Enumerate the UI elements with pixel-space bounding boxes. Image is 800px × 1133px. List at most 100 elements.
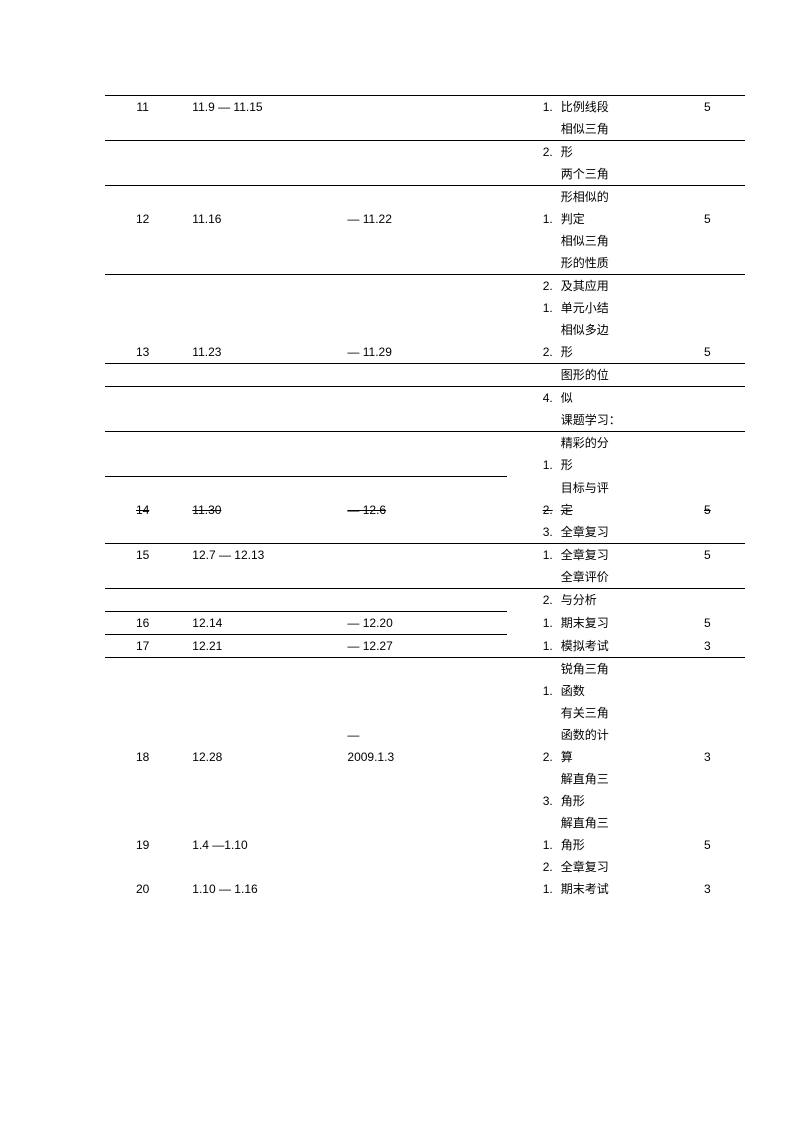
date-end: — 12.6 [343, 499, 506, 521]
date-end [343, 680, 506, 702]
item-content: 课题学习： [557, 409, 670, 431]
date-end [343, 432, 506, 454]
date-start: 12.28 [180, 746, 343, 768]
date-start: 12.21 [180, 635, 343, 657]
week-number [105, 812, 180, 834]
item-content: 判定 [557, 208, 670, 230]
item-content: 单元小结 [557, 297, 670, 319]
date-start: 1.10 — 1.16 [180, 878, 343, 900]
item-index [507, 319, 557, 341]
item-index [507, 364, 557, 386]
item-index: 3. [507, 521, 557, 543]
item-content: 全章复习 [557, 521, 670, 543]
date-start [180, 856, 343, 878]
week-number [105, 454, 180, 476]
item-content: 与分析 [557, 589, 670, 611]
schedule-table: 1111.9 — 11.151.比例线段5相似三角2.形两个三角形相似的1211… [105, 95, 745, 900]
date-end [343, 275, 506, 297]
date-start [180, 387, 343, 409]
week-number [105, 790, 180, 812]
date-start [180, 790, 343, 812]
date-start [180, 768, 343, 790]
hours [670, 521, 745, 543]
item-content: 比例线段 [557, 96, 670, 118]
date-end: — 11.22 [343, 208, 506, 230]
date-end [343, 566, 506, 588]
item-index: 1. [507, 544, 557, 566]
week-number [105, 319, 180, 341]
hours [670, 589, 745, 611]
week-number [105, 589, 180, 611]
week-number: 14 [105, 499, 180, 521]
week-number [105, 230, 180, 252]
week-number: 12 [105, 208, 180, 230]
hours [670, 364, 745, 386]
hours: 5 [670, 499, 745, 521]
item-index [507, 658, 557, 680]
date-start [180, 566, 343, 588]
date-end [343, 141, 506, 163]
date-end [343, 252, 506, 274]
date-end [343, 96, 506, 118]
week-number [105, 680, 180, 702]
date-start: 12.7 — 12.13 [180, 544, 343, 566]
hours: 5 [670, 96, 745, 118]
date-end [343, 454, 506, 476]
item-content: 图形的位 [557, 364, 670, 386]
date-end [343, 230, 506, 252]
date-start: 11.9 — 11.15 [180, 96, 343, 118]
item-content: 形 [557, 454, 670, 476]
item-index: 2. [507, 275, 557, 297]
item-index [507, 409, 557, 431]
week-number [105, 477, 180, 499]
item-index: 1. [507, 297, 557, 319]
week-number: 20 [105, 878, 180, 900]
week-number [105, 387, 180, 409]
item-content: 全章复习 [557, 544, 670, 566]
item-content: 形 [557, 141, 670, 163]
week-number: 18 [105, 746, 180, 768]
week-number [105, 702, 180, 724]
item-index [507, 724, 557, 746]
date-start [180, 432, 343, 454]
item-index: 2. [507, 746, 557, 768]
week-number: 15 [105, 544, 180, 566]
item-content: 函数的计 [557, 724, 670, 746]
item-index: 4. [507, 387, 557, 409]
date-start [180, 521, 343, 543]
item-content: 形的性质 [557, 252, 670, 274]
date-end: — 11.29 [343, 341, 506, 363]
date-start: 12.14 [180, 612, 343, 634]
hours [670, 387, 745, 409]
week-number [105, 432, 180, 454]
hours [670, 790, 745, 812]
item-content: 及其应用 [557, 275, 670, 297]
week-number: 19 [105, 834, 180, 856]
item-index: 3. [507, 790, 557, 812]
week-number: 11 [105, 96, 180, 118]
date-start [180, 118, 343, 140]
week-number [105, 118, 180, 140]
date-start [180, 658, 343, 680]
date-end [343, 118, 506, 140]
date-end [343, 186, 506, 208]
item-index [507, 163, 557, 185]
date-end [343, 812, 506, 834]
item-content: 解直角三 [557, 768, 670, 790]
item-content: 两个三角 [557, 163, 670, 185]
date-end: — [343, 724, 506, 746]
hours [670, 230, 745, 252]
item-content: 定 [557, 499, 670, 521]
date-end [343, 658, 506, 680]
date-end [343, 790, 506, 812]
item-content: 角形 [557, 834, 670, 856]
week-number [105, 141, 180, 163]
hours: 5 [670, 544, 745, 566]
hours [670, 724, 745, 746]
date-start [180, 409, 343, 431]
date-start: 11.30 [180, 499, 343, 521]
date-start: 1.4 —1.10 [180, 834, 343, 856]
week-number: 16 [105, 612, 180, 634]
date-start [180, 186, 343, 208]
hours [670, 768, 745, 790]
